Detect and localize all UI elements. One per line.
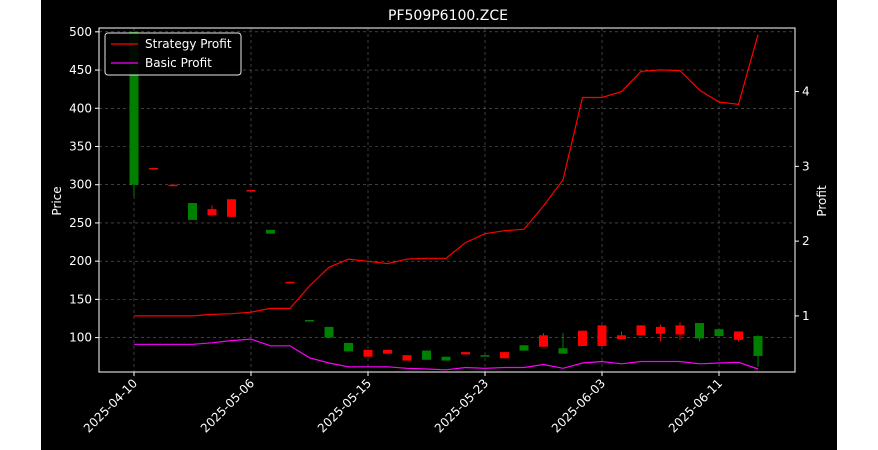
y-tick-label-left: 250 (69, 216, 92, 230)
y-tick-label-left: 200 (69, 254, 92, 268)
candle-body (578, 330, 587, 347)
axes-frame (98, 27, 796, 373)
candle-body (344, 342, 353, 352)
candle-body (383, 349, 392, 354)
candle-body (441, 356, 451, 361)
candle-body (675, 325, 685, 335)
y-tick-label-left: 300 (69, 178, 92, 192)
candle-body (324, 326, 334, 338)
candle-body (500, 352, 509, 359)
candle-body (695, 323, 704, 339)
y-tick-label-right: 2 (802, 234, 810, 248)
y-tick-label-left: 350 (69, 139, 92, 153)
candle-body (636, 325, 646, 336)
candle-body (188, 203, 197, 220)
candle-body (285, 281, 295, 284)
candle-body (617, 335, 626, 340)
candle-body (734, 331, 743, 340)
y-tick-label-left: 100 (69, 331, 92, 345)
candle-body (207, 209, 217, 216)
y-tick-label-right: 3 (802, 159, 810, 173)
candle-body (597, 325, 607, 347)
candle-body (305, 320, 314, 322)
candle-body (714, 329, 724, 337)
y-tick-label-right: 4 (802, 85, 810, 99)
y-tick-label-left: 450 (69, 63, 92, 77)
y-axis-label-left: Price (50, 186, 64, 215)
candle-body (480, 355, 490, 357)
chart-title: PF509P6100.ZCE (388, 8, 508, 24)
y-tick-label-left: 400 (69, 101, 92, 115)
candle-body (266, 229, 275, 234)
candle-body (402, 355, 412, 361)
candle-body (168, 184, 178, 187)
candle-body (246, 190, 256, 192)
legend-frame (104, 32, 242, 76)
candle-body (422, 350, 431, 360)
legend-strategy-label: Strategy Profit (145, 37, 232, 51)
candle-body (656, 326, 665, 334)
legend-basic-label: Basic Profit (145, 56, 212, 70)
candle-body (461, 352, 470, 355)
y-axis-label-right: Profit (815, 185, 829, 217)
legend: Strategy Profit Basic Profit (104, 32, 242, 76)
y-tick-label-right: 1 (802, 309, 810, 323)
candle-body (753, 336, 763, 356)
candle-body (363, 349, 373, 357)
candle-body (227, 199, 236, 217)
y-tick-label-left: 500 (69, 25, 92, 39)
candle-body (539, 335, 548, 347)
candle-body (558, 348, 568, 354)
basic-profit-line (134, 338, 759, 371)
strategy-profit-line (134, 34, 759, 317)
candle-body (149, 167, 158, 170)
candle-body (519, 345, 529, 351)
y-tick-label-left: 150 (69, 292, 92, 306)
candle-body (129, 31, 139, 185)
